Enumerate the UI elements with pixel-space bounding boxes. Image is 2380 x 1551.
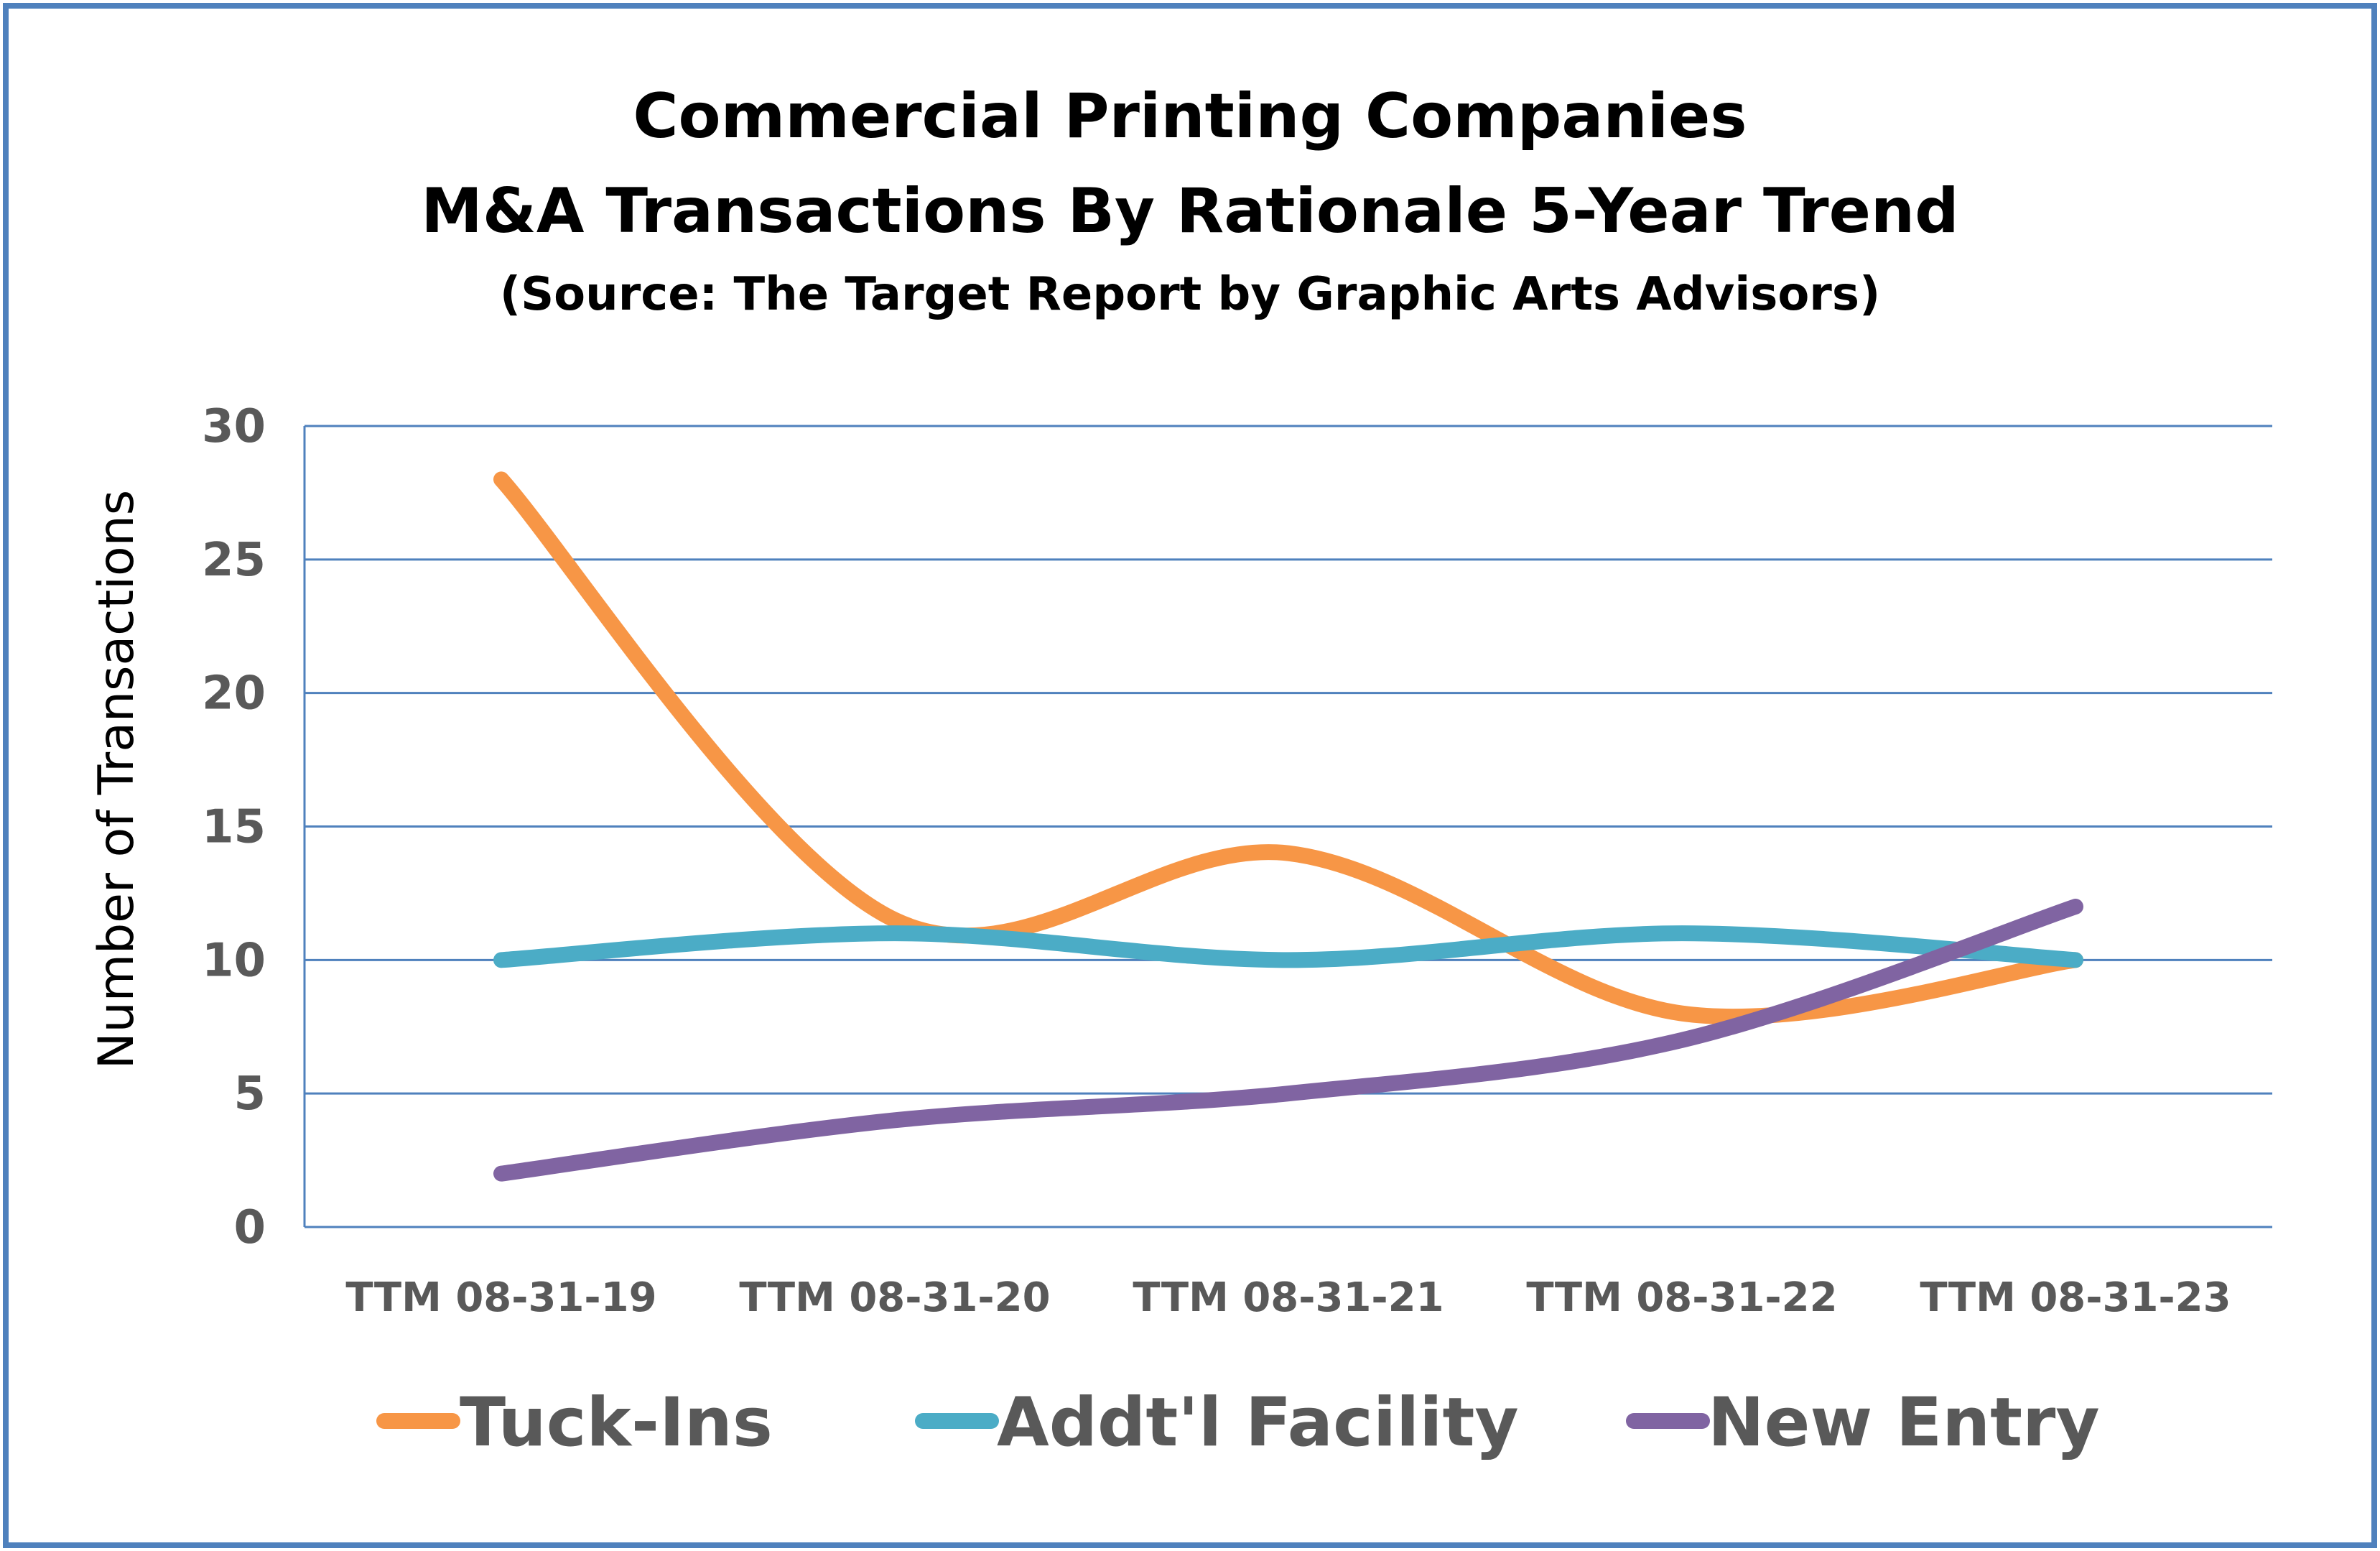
y-tick-label: 25	[202, 534, 266, 587]
chart-title: Commercial Printing Companies	[633, 80, 1747, 152]
y-tick-label: 5	[233, 1068, 266, 1121]
chart-subtitle: M&A Transactions By Rationale 5-Year Tre…	[421, 175, 1959, 247]
y-tick-label: 20	[202, 667, 266, 721]
legend-label-tuck-ins: Tuck-Ins	[460, 1384, 773, 1462]
x-tick-label: TTM 08-31-19	[345, 1274, 656, 1321]
x-tick-label: TTM 08-31-22	[1526, 1274, 1837, 1321]
series-line-addt-l-facility	[493, 925, 2083, 968]
x-tick-label: TTM 08-31-20	[739, 1274, 1050, 1321]
chart-source: (Source: The Target Report by Graphic Ar…	[499, 268, 1881, 321]
legend-label-new-entry: New Entry	[1708, 1384, 2100, 1462]
legend-label-addt-l-facility: Addt'l Facility	[997, 1384, 1519, 1462]
y-tick-label: 0	[233, 1201, 266, 1254]
y-tick-label: 10	[202, 934, 266, 987]
chart-frame	[3, 3, 2377, 1548]
y-axis-label: Number of Transactions	[88, 490, 145, 1069]
y-tick-label: 15	[202, 801, 266, 854]
series-line-new-entry	[493, 899, 2083, 1182]
x-tick-label: TTM 08-31-21	[1133, 1274, 1444, 1321]
y-tick-label: 30	[202, 400, 266, 453]
x-tick-label: TTM 08-31-23	[1920, 1274, 2231, 1321]
